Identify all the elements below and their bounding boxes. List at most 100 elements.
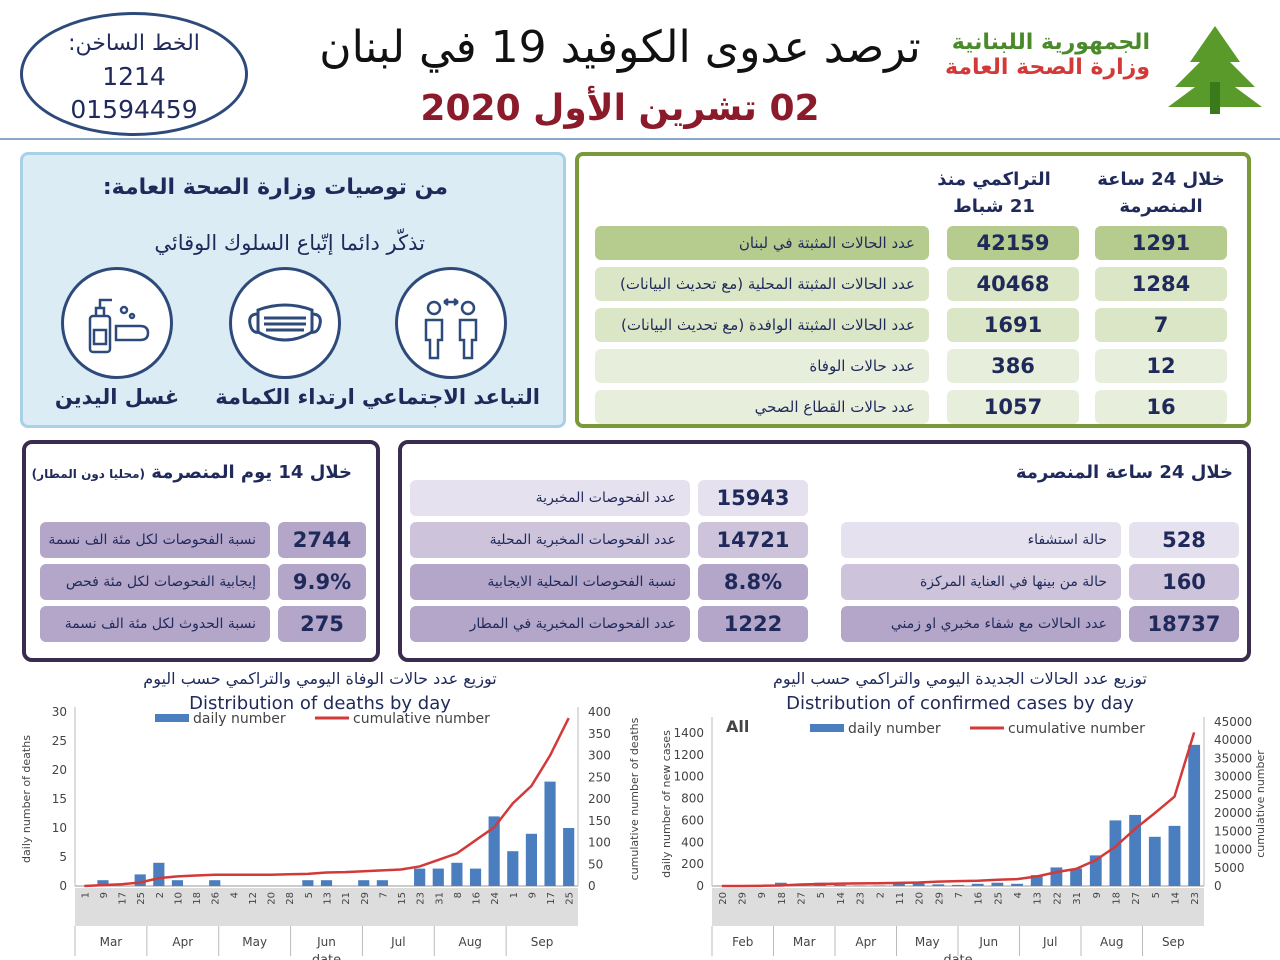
hospital-value: 160 bbox=[1129, 564, 1239, 600]
days14-label: إيجابية الفحوصات لكل مئة فحص bbox=[40, 564, 270, 600]
y2-tick-label: 0 bbox=[588, 879, 596, 893]
days14-label: نسبة الحدوث لكل مئة الف نسمة bbox=[40, 606, 270, 642]
daily-bar bbox=[1070, 868, 1082, 886]
page-title: ترصد عدوى الكوفيد 19 في لبنان bbox=[319, 22, 921, 73]
summary-cumulative-value: 1057 bbox=[947, 390, 1079, 424]
y-tick-label: 400 bbox=[681, 835, 704, 849]
summary-row-label: عدد حالات القطاع الصحي bbox=[595, 390, 929, 424]
x-tick-label: 23 bbox=[856, 892, 867, 905]
x-tick-label: 13 bbox=[1033, 892, 1044, 905]
month-label: Feb bbox=[732, 935, 753, 949]
daily-bar bbox=[912, 881, 925, 886]
y-tick-label: 25 bbox=[52, 734, 67, 748]
daily-bar bbox=[451, 862, 463, 886]
x-tick-label: 21 bbox=[341, 892, 352, 905]
hospital-label: عدد الحالات مع شفاء مخبري او زمني bbox=[841, 606, 1121, 642]
legend-cumulative-label: cumulative number bbox=[353, 711, 490, 727]
y2-tick-label: 50 bbox=[588, 857, 603, 871]
x-tick-label: 9 bbox=[527, 892, 538, 898]
y-axis-title: daily number of new cases bbox=[660, 730, 673, 878]
y2-tick-label: 400 bbox=[588, 705, 611, 719]
column-header-cumulative: التراكمي منذ 21 شباط bbox=[937, 169, 1051, 217]
daily-bar bbox=[376, 880, 388, 886]
x-tick-label: 16 bbox=[472, 892, 483, 905]
x-tick-label: 16 bbox=[974, 892, 985, 905]
deaths-chart-title: Distribution of deaths by day bbox=[189, 693, 451, 714]
month-label: Jul bbox=[1042, 935, 1057, 949]
summary-cumulative-value: 40468 bbox=[947, 267, 1079, 301]
summary-row-label: عدد الحالات المثبتة المحلية (مع تحديث ال… bbox=[595, 267, 929, 301]
cases-chart-title: Distribution of confirmed cases by day bbox=[786, 693, 1134, 714]
daily-bar bbox=[1011, 883, 1023, 886]
x-tick-label: 12 bbox=[248, 892, 259, 905]
x-tick-label: 9 bbox=[99, 892, 110, 898]
social-distancing-icon bbox=[395, 267, 507, 379]
hospital-label: حالة من بينها في العناية المركزة bbox=[841, 564, 1121, 600]
hospital-value: 18737 bbox=[1129, 606, 1239, 642]
social-distancing-label: التباعد الاجتماعي bbox=[362, 385, 540, 409]
daily-bar bbox=[507, 851, 519, 886]
daily-bar bbox=[209, 880, 221, 886]
y-tick-label: 1400 bbox=[673, 726, 704, 740]
y2-tick-label: 45000 bbox=[1214, 715, 1252, 729]
daily-bar bbox=[873, 885, 886, 886]
summary-row-label: عدد الحالات المثبتة الوافدة (مع تحديث ال… bbox=[595, 308, 929, 342]
daily-bar bbox=[525, 833, 538, 886]
daily-bar bbox=[563, 828, 575, 886]
x-tick-label: 26 bbox=[211, 892, 222, 905]
column-header-24h: خلال 24 ساعة المنصرمة bbox=[1097, 169, 1225, 217]
month-label: Aug bbox=[1100, 935, 1123, 949]
x-tick-label: 28 bbox=[285, 892, 296, 905]
summary-cumulative-value: 1691 bbox=[947, 308, 1079, 342]
daily-bar bbox=[469, 868, 482, 886]
face-mask-icon bbox=[229, 267, 341, 379]
hotline-label: الخط الساخن: bbox=[68, 31, 200, 56]
summary-cumulative-value: 386 bbox=[947, 349, 1079, 383]
y2-tick-label: 10000 bbox=[1214, 843, 1252, 857]
summary-24h-value: 12 bbox=[1095, 349, 1227, 383]
legend-daily-label: daily number bbox=[848, 721, 941, 737]
summary-table: خلال 24 ساعة المنصرمة التراكمي منذ 21 شب… bbox=[575, 152, 1251, 428]
month-label: Sep bbox=[531, 935, 554, 949]
daily-bar bbox=[952, 884, 964, 886]
x-tick-label: 25 bbox=[993, 892, 1004, 905]
x-tick-label: 29 bbox=[360, 892, 371, 905]
x-tick-label: 7 bbox=[378, 892, 389, 898]
y2-tick-label: 15000 bbox=[1214, 824, 1252, 838]
h24-panel: خلال 24 ساعة المنصرمة 15943 عدد الفحوصات … bbox=[398, 440, 1251, 662]
days14-panel: خلال 14 يوم المنصرمة (محليا دون المطار) … bbox=[22, 440, 380, 662]
days14-value: 275 bbox=[278, 606, 366, 642]
month-label: Aug bbox=[458, 935, 481, 949]
daily-bar bbox=[320, 880, 333, 886]
month-label: Apr bbox=[855, 935, 876, 949]
daily-bar bbox=[358, 880, 370, 886]
x-tick-label: 14 bbox=[836, 892, 847, 905]
daily-bar bbox=[1129, 814, 1142, 886]
header-divider bbox=[0, 138, 1280, 140]
daily-bar bbox=[1109, 820, 1122, 886]
daily-bar bbox=[97, 880, 109, 886]
lab-test-label: عدد الفحوصات المخبرية في المطار bbox=[410, 606, 690, 642]
x-tick-label: 23 bbox=[1190, 892, 1201, 905]
h24-title: خلال 24 ساعة المنصرمة bbox=[1015, 462, 1233, 483]
daily-bar bbox=[1148, 836, 1161, 886]
recommendations-subtitle: تذكّر دائما إتّباع السلوك الوقائي bbox=[154, 231, 425, 255]
y-tick-label: 0 bbox=[696, 879, 704, 893]
x-tick-label: 24 bbox=[490, 892, 501, 905]
x-tick-label: 29 bbox=[738, 892, 749, 905]
y-tick-label: 600 bbox=[681, 813, 704, 827]
daily-bar bbox=[488, 816, 500, 886]
days14-value: 2744 bbox=[278, 522, 366, 558]
summary-24h-value: 1284 bbox=[1095, 267, 1227, 301]
hand-washing-icon bbox=[61, 267, 173, 379]
month-label: May bbox=[242, 935, 267, 949]
ministry-label: وزارة الصحة العامة bbox=[945, 55, 1150, 80]
x-tick-label: 8 bbox=[453, 892, 464, 898]
daily-bar bbox=[302, 880, 314, 886]
x-tick-label: 9 bbox=[1092, 892, 1103, 898]
y2-tick-label: 250 bbox=[588, 770, 611, 784]
y-tick-label: 15 bbox=[52, 792, 67, 806]
y-tick-label: 1000 bbox=[673, 770, 704, 784]
daily-bar bbox=[932, 884, 945, 886]
summary-24h-value: 7 bbox=[1095, 308, 1227, 342]
